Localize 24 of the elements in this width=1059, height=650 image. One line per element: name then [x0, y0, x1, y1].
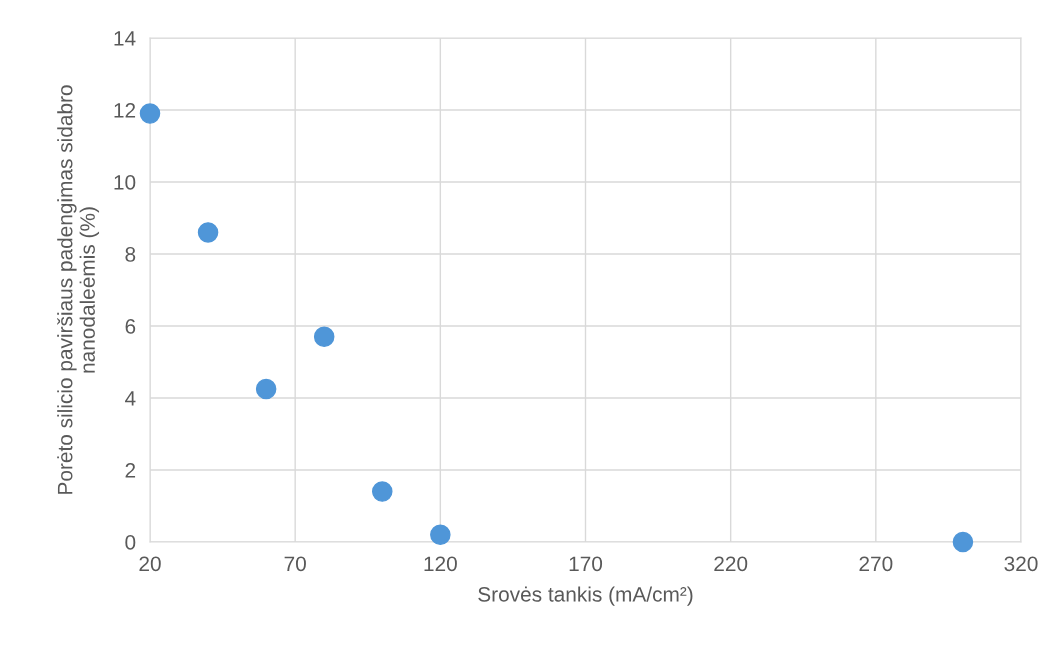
y-axis-title: Porėto silicio paviršiaus padengimas sidabro nanodaleėmis (%) [57, 85, 100, 494]
y-tick-label: 4 [125, 391, 136, 406]
point [139, 103, 161, 124]
x-tick-label: 220 [714, 556, 748, 572]
point [952, 531, 974, 553]
y-tick-label: 10 [114, 175, 136, 190]
x-axis-title: Srovės tankis (mA/cm²) [478, 586, 693, 606]
x-tick-label: 320 [1004, 556, 1038, 572]
x-tick-label: 70 [284, 556, 306, 572]
y-tick-label: 12 [114, 103, 136, 118]
point [430, 524, 451, 546]
x-tick-label: 270 [859, 556, 893, 572]
x-tick-label: 170 [569, 556, 603, 572]
point [255, 378, 277, 400]
x-tick-label: 20 [139, 556, 161, 572]
y-tick-label: 6 [125, 319, 136, 334]
point [313, 326, 335, 348]
point [197, 222, 219, 243]
y-tick-label: 14 [114, 31, 136, 46]
y-tick-label: 0 [125, 535, 136, 550]
point [371, 481, 393, 502]
y-tick-label: 2 [125, 463, 136, 478]
y-tick-label: 8 [125, 247, 136, 262]
x-tick-label: 120 [424, 556, 457, 572]
